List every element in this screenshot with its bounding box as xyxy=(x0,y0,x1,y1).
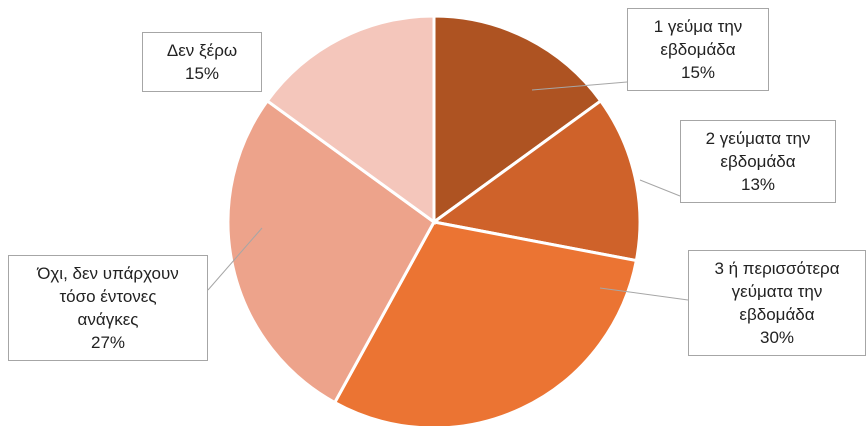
data-label: Όχι, δεν υπάρχουν τόσο έντονες ανάγκες 27… xyxy=(8,255,208,361)
pie-slice xyxy=(332,220,639,426)
leader-line xyxy=(531,81,628,91)
category-label: 1 γεύμα την εβδομάδα xyxy=(653,17,743,59)
leader-line xyxy=(639,179,681,197)
data-label: Δεν ξέρω 15% xyxy=(142,32,262,92)
data-label: 1 γεύμα την εβδομάδα 15% xyxy=(627,8,769,91)
value-label: 30% xyxy=(759,328,795,347)
pie-slice xyxy=(265,14,436,225)
category-label: 3 ή περισσότερα γεύματα την εβδομάδα xyxy=(714,259,840,324)
category-label: 2 γεύματα την εβδομάδα xyxy=(705,129,811,171)
value-label: 13% xyxy=(740,175,776,194)
value-label: 15% xyxy=(680,63,716,82)
data-label: 3 ή περισσότερα γεύματα την εβδομάδα 30% xyxy=(688,250,866,356)
value-label: 27% xyxy=(90,333,126,352)
pie-slice xyxy=(226,98,436,405)
leader-line xyxy=(599,287,689,301)
pie-slice xyxy=(430,98,642,263)
data-label: 2 γεύματα την εβδομάδα 13% xyxy=(680,120,836,203)
category-label: Δεν ξέρω xyxy=(166,41,238,60)
pie-slice xyxy=(432,14,603,225)
value-label: 15% xyxy=(184,64,220,83)
category-label: Όχι, δεν υπάρχουν τόσο έντονες ανάγκες xyxy=(37,264,179,329)
leader-line xyxy=(207,227,263,291)
